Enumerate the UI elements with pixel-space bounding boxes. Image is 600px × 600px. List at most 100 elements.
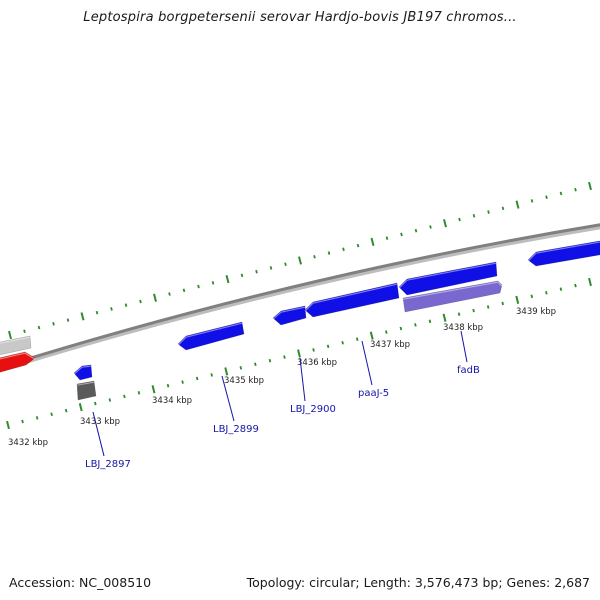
inner-tick <box>559 287 563 291</box>
outer-tick <box>255 269 258 274</box>
inner-tick <box>501 301 504 306</box>
inner-tick-ring <box>6 277 592 430</box>
inner-tick <box>457 312 461 316</box>
inner-tick <box>414 323 417 327</box>
inner-tick <box>268 358 272 363</box>
outer-tick <box>298 256 302 265</box>
accession-label: Accession: NC_008510 <box>9 575 152 590</box>
tick-label-3436: 3436 kbp <box>297 358 337 368</box>
outer-tick <box>515 200 520 209</box>
inner-tick <box>486 305 490 309</box>
inner-tick <box>530 294 534 299</box>
tick-label-3439: 3439 kbp <box>516 307 556 317</box>
inner-tick <box>283 355 286 359</box>
inner-tick <box>181 380 184 384</box>
genome-backbone <box>0 223 600 373</box>
tick-label-3433: 3433 kbp <box>80 417 120 427</box>
gene-label-lbj-2899[interactable]: LBJ_2899 <box>213 424 259 435</box>
gene-arrow-gray-left[interactable] <box>0 335 32 357</box>
gene-highlight-lbj-2897-small <box>73 365 92 375</box>
inner-tick <box>6 420 10 430</box>
inner-tick <box>21 419 24 424</box>
inner-tick <box>210 373 213 377</box>
gene-arrow-lbj-2897-small[interactable] <box>73 364 93 381</box>
inner-tick <box>78 403 83 412</box>
inner-tick <box>50 412 53 417</box>
genome-summary: Topology: circular; Length: 3,576,473 bp… <box>246 575 590 590</box>
gene-arrow-paaj-5[interactable] <box>304 282 400 318</box>
outer-tick <box>443 219 447 228</box>
outer-tick <box>414 228 418 233</box>
inner-tick <box>94 401 97 406</box>
inner-tick <box>545 290 548 295</box>
gene-arrow-lbj-2899[interactable] <box>177 321 245 351</box>
inner-tick <box>385 330 388 334</box>
outer-tick <box>37 325 41 330</box>
gene-features <box>0 240 600 401</box>
leader-line-paaj-5 <box>361 340 373 386</box>
leader-line-fadb <box>460 330 468 363</box>
outer-tick <box>342 247 345 252</box>
outer-tick <box>472 214 476 218</box>
gene-highlight-paaj-5 <box>304 283 398 312</box>
backbone-line <box>0 223 600 370</box>
inner-tick <box>108 398 112 402</box>
gene-label-lbj-2900[interactable]: LBJ_2900 <box>290 404 336 415</box>
gene-arrow-red-left[interactable] <box>0 351 36 375</box>
gene-arrow-fadb[interactable] <box>398 261 498 296</box>
outer-tick <box>211 281 215 285</box>
outer-tick <box>588 181 592 191</box>
inner-tick <box>428 319 432 324</box>
gene-arrow-lbj-2897-gray[interactable] <box>76 380 97 401</box>
outer-tick <box>225 275 230 284</box>
inner-tick <box>515 295 520 304</box>
gene-label-lbj-2897[interactable]: LBJ_2897 <box>85 459 131 470</box>
inner-tick <box>574 283 577 288</box>
inner-tick <box>151 385 156 394</box>
inner-tick <box>369 331 374 340</box>
leader-line-lbj-2900 <box>299 357 306 402</box>
inner-tick <box>35 416 39 420</box>
outer-tick <box>530 199 534 203</box>
gene-label-paaj-5[interactable]: paaJ-5 <box>358 388 389 399</box>
outer-tick <box>124 303 128 307</box>
outer-tick <box>168 292 171 296</box>
outer-tick <box>23 329 26 334</box>
inner-tick <box>399 326 403 331</box>
gene-labels: LBJ_2897 LBJ_2899 LBJ_2900 paaJ-5 fadB <box>85 365 480 470</box>
outer-tick <box>501 206 505 211</box>
leader-line-lbj-2897 <box>92 411 105 457</box>
gene-highlight-lbj-2897-gray <box>76 381 95 386</box>
inner-tick <box>355 337 359 341</box>
inner-tick <box>472 308 475 313</box>
gene-arrow-lbj-2900[interactable] <box>272 305 307 326</box>
inner-tick <box>137 391 141 395</box>
outer-tick <box>385 236 389 240</box>
outer-tick <box>545 195 548 199</box>
outer-tick <box>458 217 461 222</box>
gene-label-fadb[interactable]: fadB <box>457 365 480 376</box>
outer-tick <box>52 322 55 326</box>
gene-highlight-fadb <box>398 262 497 289</box>
inner-tick <box>326 344 330 349</box>
gene-arrow-right-edge[interactable] <box>527 240 600 267</box>
gene-arrow-fadb-alt[interactable] <box>402 280 503 313</box>
inner-tick <box>341 341 344 345</box>
leader-line-lbj-2899 <box>221 375 235 422</box>
outer-tick <box>95 310 99 315</box>
inner-tick <box>224 367 229 376</box>
outer-tick <box>284 262 287 266</box>
outer-tick-ring <box>8 181 592 340</box>
gene-highlight-fadb-alt <box>402 281 503 300</box>
scale-labels: 3432 kbp 3433 kbp 3434 kbp 3435 kbp 3436… <box>8 307 556 448</box>
gene-label-lines <box>92 330 468 457</box>
outer-tick <box>269 266 273 270</box>
outer-tick <box>8 330 12 340</box>
inner-tick <box>239 366 243 370</box>
inner-tick <box>123 394 126 399</box>
inner-tick <box>64 408 68 413</box>
tick-label-3434: 3434 kbp <box>152 396 192 406</box>
outer-tick <box>80 312 85 321</box>
outer-tick <box>400 232 403 237</box>
tick-label-3435: 3435 kbp <box>224 376 264 386</box>
